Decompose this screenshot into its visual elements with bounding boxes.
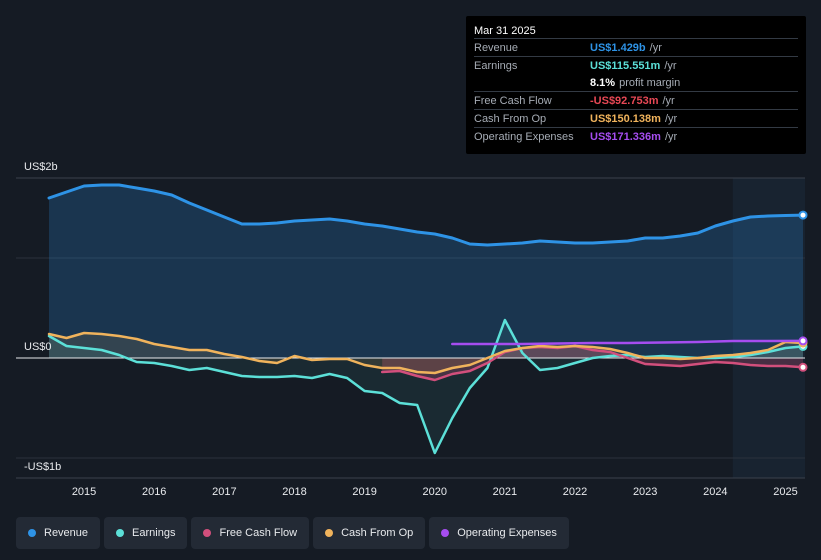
tooltip-unit: /yr: [664, 130, 678, 143]
legend-item-earnings[interactable]: Earnings: [104, 517, 188, 549]
tooltip-unit: /yr: [649, 41, 662, 54]
legend-item-operating-expenses[interactable]: Operating Expenses: [429, 517, 569, 549]
tooltip-row-margin: 8.1% profit margin: [474, 74, 798, 91]
tooltip-label: Revenue: [474, 41, 519, 54]
series-lines: [47, 183, 805, 455]
tooltip-row-earnings: Earnings US$115.551m /yr: [474, 56, 798, 74]
tooltip-row-revenue: Revenue US$1.429b /yr: [474, 38, 798, 56]
free-cash-flow-line: [380, 344, 805, 382]
highlight-band: [732, 178, 805, 478]
tooltip-value: US$171.336m: [590, 130, 661, 143]
x-tick-label: 2023: [633, 486, 657, 498]
tooltip-unit: /yr: [664, 112, 678, 125]
tooltip-row-fcf: Free Cash Flow -US$92.753m /yr: [474, 91, 798, 109]
tooltip: Mar 31 2025 Revenue US$1.429b /yr Earnin…: [466, 16, 806, 154]
legend: Revenue Earnings Free Cash Flow Cash Fro…: [16, 517, 569, 549]
tooltip-label: Cash From Op: [474, 112, 547, 125]
cash-from-op-line: [47, 331, 805, 375]
revenue-area: [49, 185, 803, 358]
tooltip-value: US$150.138m: [590, 112, 661, 125]
earnings-area: [49, 320, 803, 453]
legend-dot-icon: [116, 529, 125, 537]
revenue-end-point[interactable]: [798, 210, 808, 220]
legend-item-cash-from-op[interactable]: Cash From Op: [313, 517, 426, 549]
x-axis-ticks: 2015 2016 2017 2018 2019 2020 2021 2022 2023 2024…: [72, 486, 798, 498]
legend-dot-icon: [441, 529, 450, 537]
tooltip-date: Mar 31 2025: [474, 25, 536, 37]
legend-item-free-cash-flow[interactable]: Free Cash Flow: [191, 517, 310, 549]
tooltip-row-opex: Operating Expenses US$171.336m /yr: [474, 127, 798, 145]
legend-dot-icon: [28, 529, 36, 537]
legend-label: Free Cash Flow: [219, 527, 298, 539]
legend-label: Operating Expenses: [457, 527, 557, 539]
tooltip-row-cfo: Cash From Op US$150.138m /yr: [474, 109, 798, 127]
x-tick-label: 2016: [142, 486, 166, 498]
legend-item-revenue[interactable]: Revenue: [16, 517, 101, 549]
series-end-dots: [798, 210, 808, 372]
x-tick-label: 2019: [352, 486, 376, 498]
financial-chart: US$2b US$0 -US$1b 2015 2016 2017 2018 2019 20…: [16, 161, 808, 498]
x-tick-label: 2021: [493, 486, 517, 498]
x-tick-label: 2017: [212, 486, 236, 498]
series-areas: [49, 185, 803, 453]
legend-dot-icon: [325, 529, 334, 537]
x-tick-label: 2022: [563, 486, 587, 498]
tooltip-unit: profit margin: [619, 76, 681, 89]
tooltip-value: US$1.429b: [590, 41, 646, 54]
revenue-line: [47, 183, 805, 247]
earnings-line: [47, 318, 805, 455]
tooltip-label: Operating Expenses: [474, 130, 574, 143]
free-cash-flow-end-point[interactable]: [798, 362, 808, 372]
legend-label: Cash From Op: [341, 527, 414, 539]
tooltip-unit: /yr: [662, 94, 675, 107]
operating-expenses-end-point[interactable]: [798, 336, 808, 346]
x-tick-label: 2015: [72, 486, 96, 498]
tooltip-label: Earnings: [474, 59, 518, 72]
y-label-bottom: -US$1b: [24, 461, 61, 473]
y-label-top: US$2b: [24, 161, 58, 173]
tooltip-value: -US$92.753m: [590, 94, 659, 107]
x-tick-label: 2018: [282, 486, 306, 498]
legend-dot-icon: [203, 529, 212, 537]
operating-expenses-line: [451, 339, 805, 346]
legend-label: Revenue: [44, 527, 89, 539]
x-tick-label: 2024: [703, 486, 727, 498]
tooltip-unit: /yr: [664, 59, 677, 72]
tooltip-label: Free Cash Flow: [474, 94, 552, 107]
x-tick-label: 2020: [423, 486, 447, 498]
tooltip-value: US$115.551m: [590, 59, 661, 72]
legend-label: Earnings: [132, 527, 176, 539]
tooltip-value: 8.1%: [590, 76, 616, 89]
y-label-zero: US$0: [24, 341, 52, 353]
x-tick-label: 2025: [773, 486, 797, 498]
gridlines: [16, 177, 805, 479]
